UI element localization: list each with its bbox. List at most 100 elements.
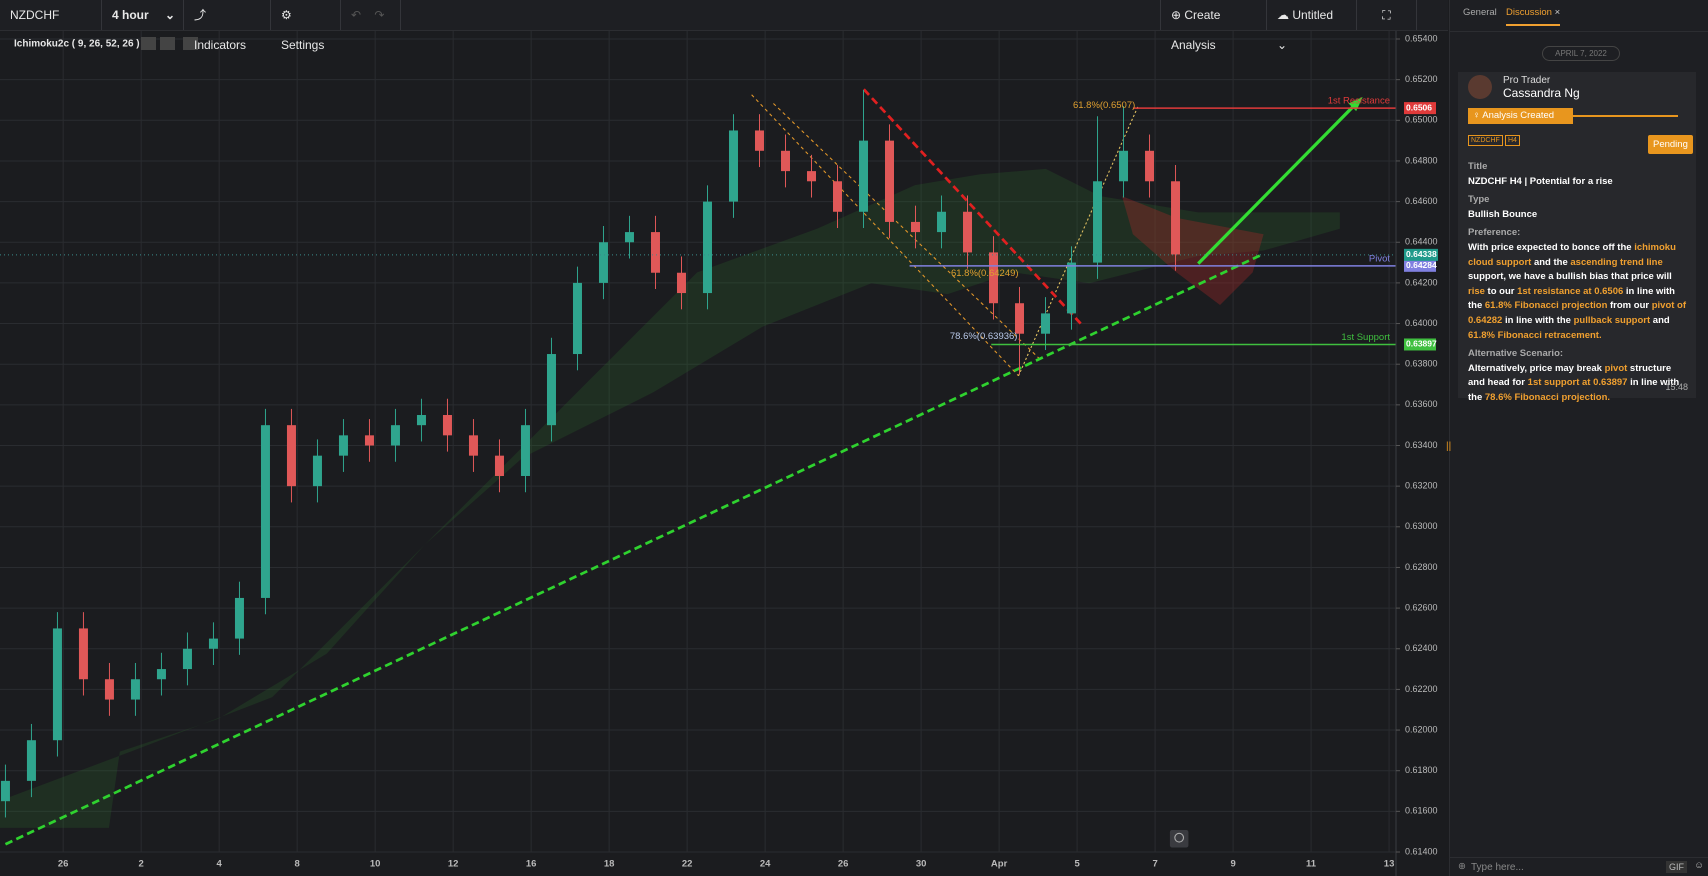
- highlight: 78.6% Fibonacci projection.: [1484, 391, 1611, 403]
- highlight: pivot of 0.64282: [1468, 300, 1687, 326]
- x-tick-label: 11: [1306, 859, 1317, 870]
- date-pill: APRIL 7, 2022: [1542, 46, 1620, 61]
- candle-body: [989, 252, 999, 304]
- candle-body: [937, 211, 947, 233]
- candle-body: [676, 272, 686, 294]
- status-button[interactable]: Pending: [1648, 135, 1693, 154]
- candle-body: [806, 171, 816, 182]
- chat-input[interactable]: Type here...: [1471, 862, 1524, 873]
- level-name: 1st Resistance: [1328, 96, 1390, 107]
- text: in line with the: [1468, 285, 1675, 312]
- candle-body: [754, 130, 764, 151]
- highlight: 61.8% Fibonacci projection: [1484, 300, 1608, 312]
- text: and: [1650, 314, 1670, 326]
- price-tag: [1404, 102, 1436, 115]
- y-tick-label: 0.64800: [1405, 155, 1438, 165]
- candle-body: [780, 150, 790, 172]
- chart: 1st Resistance 0.6506 Pivot 0.64284 1st Supp…: [0, 30, 1438, 876]
- indicator-delete[interactable]: [183, 37, 198, 50]
- author-role: Pro Trader: [1503, 75, 1551, 86]
- last-price-label: 0.64338: [1406, 249, 1437, 259]
- interval-selector[interactable]: 4 hour ⌄: [102, 0, 184, 30]
- y-tick-label: 0.62000: [1405, 724, 1438, 734]
- y-tick-label: 0.62200: [1405, 684, 1438, 694]
- text: support, we have a bullish bias that pri…: [1468, 271, 1672, 283]
- ichimoku-cloud: [0, 168, 1340, 828]
- candle-body: [468, 435, 478, 456]
- y-tick-label: 0.61600: [1405, 806, 1438, 816]
- y-tick-label: 0.63000: [1405, 521, 1438, 531]
- candle-body: [442, 415, 452, 436]
- indicator-settings[interactable]: [160, 37, 175, 50]
- attach-icon[interactable]: ⊕: [1458, 861, 1466, 872]
- candle-body: [208, 638, 218, 649]
- y-tick-label: 0.64000: [1405, 318, 1438, 328]
- tab-general[interactable]: General: [1463, 7, 1497, 18]
- text: in line with the: [1468, 377, 1680, 403]
- undo-redo[interactable]: ↶ ↷: [341, 0, 401, 30]
- tag-timeframe: H4: [1505, 135, 1520, 146]
- highlight: ichimoku cloud support: [1468, 241, 1676, 268]
- overlay: 1st Resistance 0.6506 Pivot 0.64284 1st Supp…: [0, 96, 1438, 351]
- event: Analysis Created: [1482, 110, 1555, 121]
- price-tag-label: 0.63897: [1406, 339, 1437, 349]
- side-panel: General Discussion × APRIL 7, 2022 Pro T…: [1446, 0, 1708, 876]
- indicator-visibility[interactable]: [141, 37, 156, 50]
- tab-discussion[interactable]: Discussion ×: [1506, 7, 1561, 26]
- fib-label: 78.6%(0.63936): [950, 331, 1018, 342]
- price-tag: [1404, 259, 1436, 272]
- y-tick-label: 0.61800: [1405, 765, 1438, 775]
- symbol-selector[interactable]: NZDCHF: [0, 0, 102, 30]
- tag-symbol: NZDCHF: [1468, 135, 1503, 146]
- candle-body: [572, 282, 582, 355]
- type: Bullish Bounce: [1468, 208, 1538, 220]
- text: and the: [1531, 256, 1571, 268]
- preference: With price expected to bonce off the ich…: [1468, 241, 1688, 343]
- x-tick-label: 22: [682, 859, 693, 870]
- candle-body: [156, 669, 166, 680]
- y-tick-label: 0.63600: [1405, 399, 1438, 409]
- level-name: 1st Support: [1341, 332, 1390, 343]
- grid: [0, 30, 1396, 853]
- gif-button[interactable]: GIF: [1666, 861, 1687, 873]
- x-tick-label: 4: [217, 859, 223, 870]
- text: from our: [1607, 300, 1652, 312]
- panel-resizer[interactable]: ||: [1446, 441, 1452, 452]
- fullscreen-button[interactable]: ⛶: [1357, 0, 1417, 30]
- indicator-label: Ichimoku2c ( 9, 26, 52, 26 ): [14, 39, 140, 50]
- close-tab[interactable]: ×: [1554, 7, 1561, 18]
- candles: [0, 89, 1181, 818]
- type-label: Type: [1468, 194, 1490, 206]
- candle-body: [1145, 150, 1155, 182]
- y-tick-label: 0.62400: [1405, 643, 1438, 653]
- dropdown-icon: ⌄: [164, 8, 175, 22]
- symbol: NZDCHF: [10, 8, 60, 22]
- text: in line with the: [1502, 314, 1574, 326]
- indicators: Indicators: [194, 38, 247, 52]
- candle-body: [364, 435, 374, 446]
- indicators-button[interactable]: ⤴ Indicators: [184, 0, 271, 52]
- y-tick-label: 0.65200: [1405, 74, 1438, 84]
- title: NZDCHF H4 | Potential for a rise: [1468, 175, 1613, 187]
- candle-body: [624, 232, 634, 243]
- x-tick-label: 5: [1074, 859, 1080, 870]
- candle-body: [52, 628, 62, 741]
- y-tick-label: 0.64600: [1405, 196, 1438, 206]
- settings: Settings: [281, 38, 325, 52]
- x-tick-label: Apr: [991, 859, 1008, 870]
- text: structure and head for: [1468, 362, 1672, 389]
- candle-body: [260, 425, 270, 598]
- candle-body: [728, 130, 738, 202]
- candle-body: [312, 455, 322, 487]
- tab-label: Discussion: [1506, 7, 1552, 18]
- layout-selector[interactable]: ☁ Untitled ⌄: [1267, 0, 1357, 52]
- create-analysis-button[interactable]: ⊕ Create Analysis: [1160, 0, 1267, 52]
- candle-body: [130, 679, 140, 700]
- level-name: Pivot: [1369, 253, 1390, 264]
- event-line: [1573, 115, 1678, 117]
- settings-button[interactable]: ⚙ Settings: [271, 0, 341, 52]
- text: With price expected to bonce off the: [1468, 241, 1635, 253]
- hint-button[interactable]: [1169, 830, 1189, 848]
- emoji-button[interactable]: ☺: [1694, 860, 1704, 871]
- highlight: pullback support: [1573, 314, 1651, 326]
